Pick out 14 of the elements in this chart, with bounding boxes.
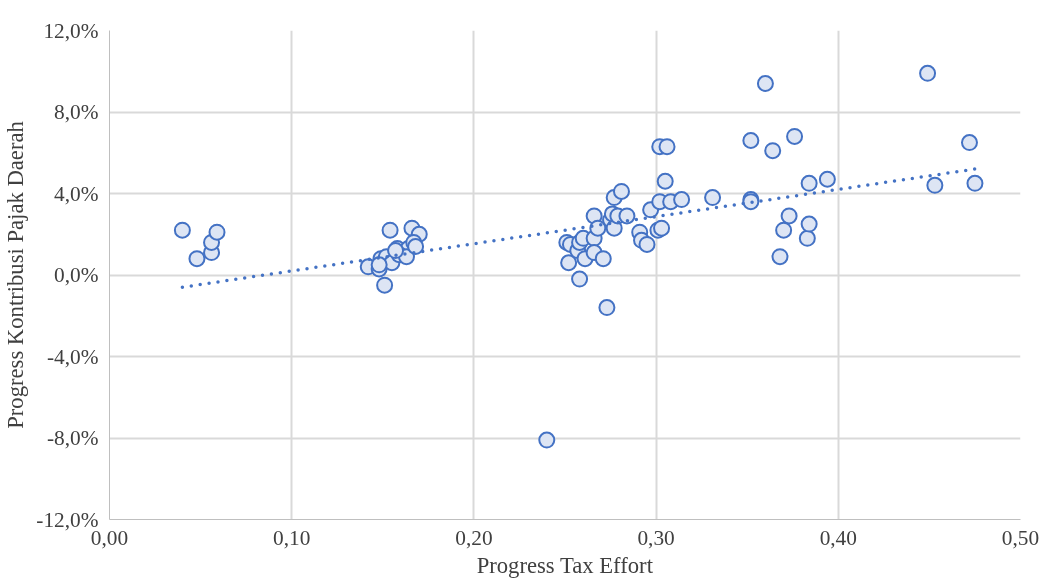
y-tick-label: -12,0% <box>36 507 99 532</box>
x-tick-label: 0,20 <box>455 525 493 550</box>
y-tick-label: 12,0% <box>43 18 99 43</box>
x-tick-label: 0,50 <box>1001 525 1040 550</box>
x-axis-title: Progress Tax Effort <box>476 552 654 578</box>
x-tick-label: 0,40 <box>819 525 857 550</box>
y-tick-label: -8,0% <box>46 426 99 450</box>
x-tick-label: 0,30 <box>637 525 675 550</box>
x-tick-label: 0,10 <box>273 525 311 550</box>
y-tick-label: 4,0% <box>54 181 99 206</box>
y-tick-label: 8,0% <box>54 100 99 124</box>
y-axis-title: Progress Kontribusi Pajak Daerah <box>3 120 29 429</box>
y-tick-label: 0,0% <box>54 263 99 287</box>
y-tick-label: -4,0% <box>46 344 99 369</box>
